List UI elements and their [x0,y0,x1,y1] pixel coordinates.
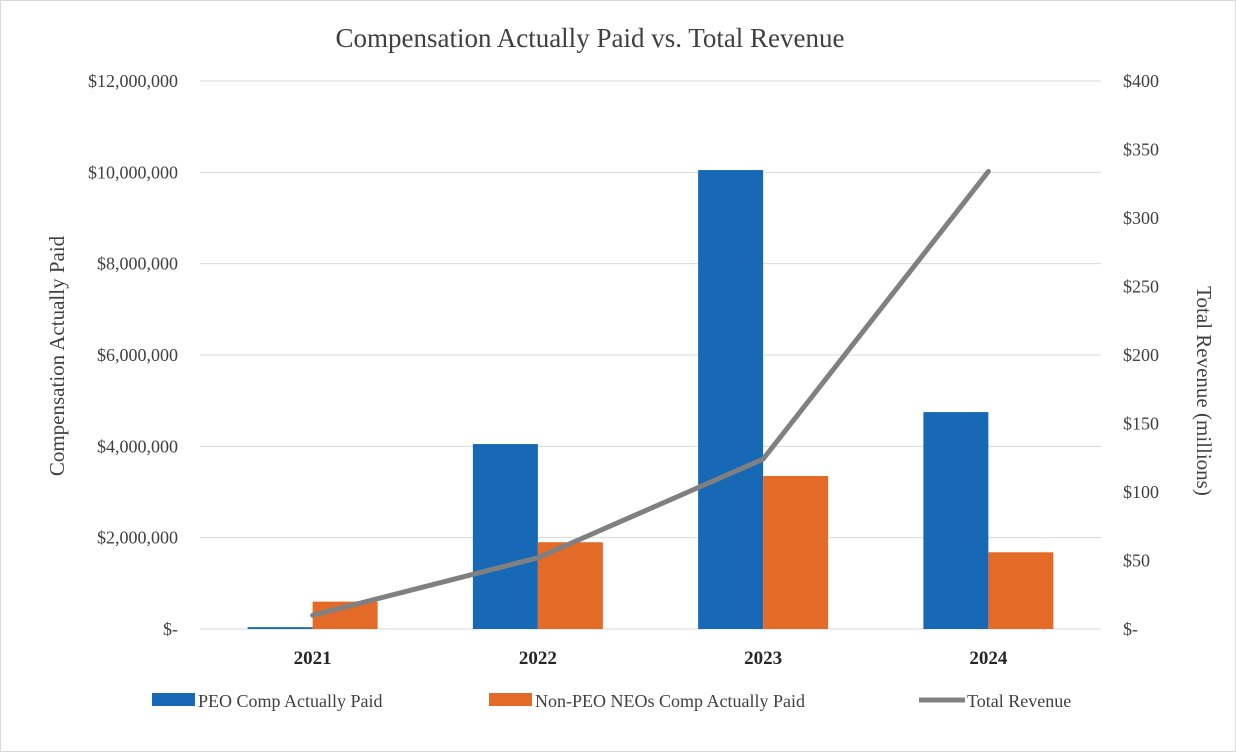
legend-swatch-peo [152,693,195,706]
legend-label-non-peo: Non-PEO NEOs Comp Actually Paid [535,691,805,711]
left-axis-tick-label: $4,000,000 [97,436,178,456]
peo-bar-2024 [923,412,989,629]
right-axis-ticks: $- $50 $100 $150 $200 $250 $300 $350 $400 [1123,71,1159,639]
peo-bar-2022 [472,444,538,629]
left-axis-tick-label: $12,000,000 [88,71,178,91]
legend-swatch-non-peo [489,693,532,706]
legend-label-peo: PEO Comp Actually Paid [198,691,383,711]
legend-label-revenue: Total Revenue [967,691,1071,711]
right-axis-tick-label: $400 [1123,71,1159,91]
left-axis-tick-label: $2,000,000 [97,528,178,548]
left-axis-ticks: $- $2,000,000 $4,000,000 $6,000,000 $8,000,0… [88,71,178,639]
total-revenue-line [310,168,991,618]
left-axis-tick-label: $6,000,000 [97,345,178,365]
peo-bar-2023 [698,170,764,630]
left-axis-title: Compensation Actually Paid [45,235,69,476]
non-peo-bar-2024 [988,552,1054,629]
revenue-point-2022 [537,557,539,559]
peo-bar-2021 [247,627,313,629]
right-axis-tick-label: $100 [1123,482,1159,502]
right-axis-tick-label: $150 [1123,414,1159,434]
revenue-point-2023 [762,458,764,460]
bars [247,170,1054,630]
category-label: 2023 [744,648,782,669]
left-axis-tick-label: $10,000,000 [88,162,178,182]
revenue-point-2024 [987,170,989,172]
left-axis-tick-label: $- [163,619,178,639]
right-axis-title: Total Revenue (millions) [1192,286,1216,496]
category-label: 2022 [519,648,557,669]
right-axis-tick-label: $- [1123,619,1138,639]
revenue-line-group [310,168,991,618]
chart-title: Compensation Actually Paid vs. Total Rev… [335,23,844,53]
right-axis-tick-label: $50 [1123,551,1150,571]
category-axis-labels: 2021 2022 2023 2024 [294,648,1008,669]
right-axis-tick-label: $250 [1123,277,1159,297]
revenue-point-2021 [312,614,314,616]
legend: PEO Comp Actually Paid Non-PEO NEOs Comp… [152,691,1071,711]
gridlines [200,80,1101,630]
non-peo-bar-2022 [537,542,603,629]
right-axis-tick-label: $350 [1123,140,1159,160]
right-axis-tick-label: $200 [1123,345,1159,365]
left-axis-tick-label: $8,000,000 [97,254,178,274]
right-axis-tick-label: $300 [1123,208,1159,228]
category-label: 2024 [969,648,1008,669]
category-label: 2021 [294,648,332,669]
non-peo-bar-2023 [763,476,829,629]
